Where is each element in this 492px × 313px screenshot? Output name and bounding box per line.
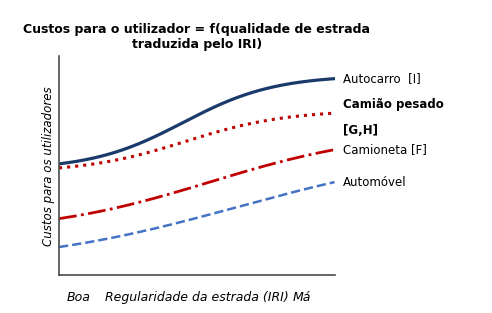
Text: Boa: Boa bbox=[66, 291, 90, 304]
Title: Custos para o utilizador = f(qualidade de estrada
traduzida pelo IRI): Custos para o utilizador = f(qualidade d… bbox=[23, 23, 370, 51]
Text: Automóvel: Automóvel bbox=[343, 176, 406, 189]
Text: Autocarro  [I]: Autocarro [I] bbox=[343, 72, 421, 85]
Y-axis label: Custos para os utilizadores: Custos para os utilizadores bbox=[42, 86, 55, 246]
Text: Regularidade da estrada (IRI): Regularidade da estrada (IRI) bbox=[105, 291, 289, 304]
Text: Camioneta [F]: Camioneta [F] bbox=[343, 143, 427, 156]
Text: [G,H]: [G,H] bbox=[343, 124, 378, 137]
Text: Camião pesado: Camião pesado bbox=[343, 98, 444, 111]
Text: Má: Má bbox=[292, 291, 310, 304]
